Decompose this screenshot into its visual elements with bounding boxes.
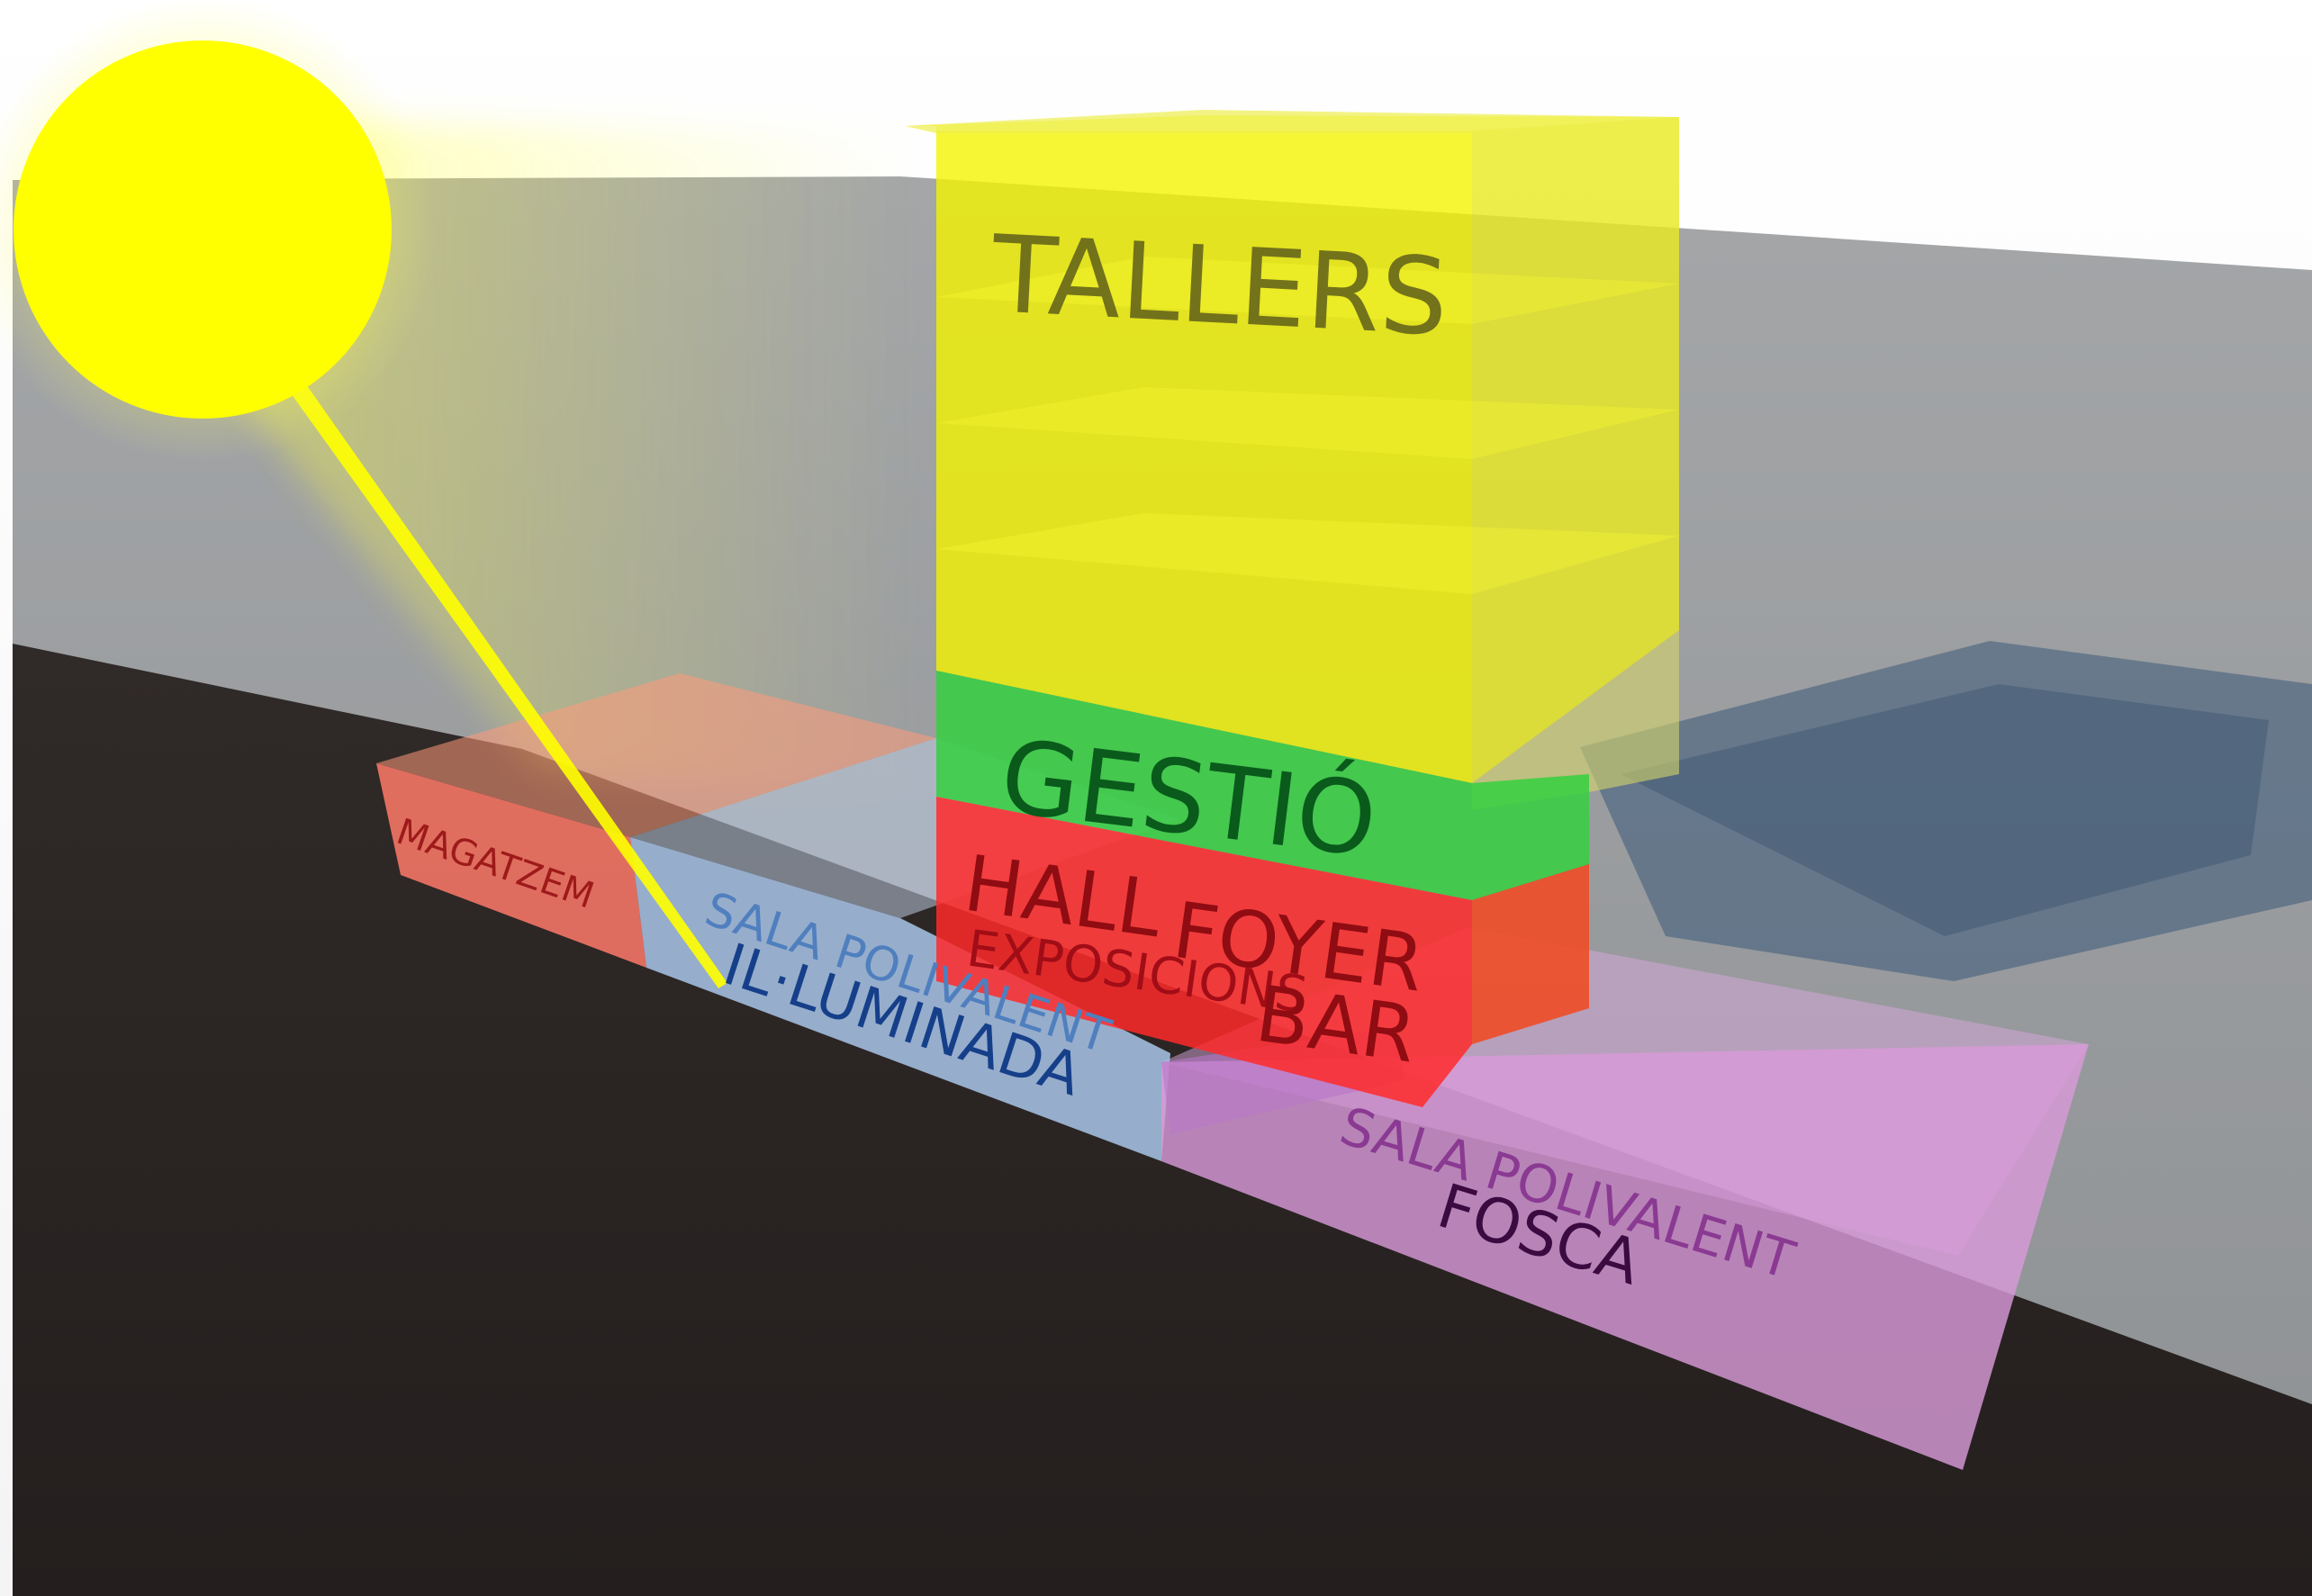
tallers-front [936, 131, 1472, 783]
gestio-volume [936, 671, 1589, 900]
sun-icon [14, 41, 392, 419]
magatzem-top [376, 673, 936, 837]
tallers-slab [936, 387, 1679, 459]
tallers-label: TALLERS [989, 212, 1451, 359]
magatzem-volume [376, 763, 646, 968]
bar-label: BAR [1251, 969, 1422, 1081]
sala-il-luminada-volume [630, 837, 1170, 1161]
tallers-cap [905, 110, 1679, 133]
building-shadow-inner [1621, 684, 2269, 936]
tallers-slab [936, 257, 1679, 324]
hall-volume [936, 797, 1589, 1107]
tallers-slab [936, 513, 1679, 594]
building-shadow [1580, 641, 2312, 981]
sun-ray [286, 378, 727, 988]
hall-side [1472, 864, 1589, 1044]
sala-fosca-volume [1161, 1044, 2089, 1470]
